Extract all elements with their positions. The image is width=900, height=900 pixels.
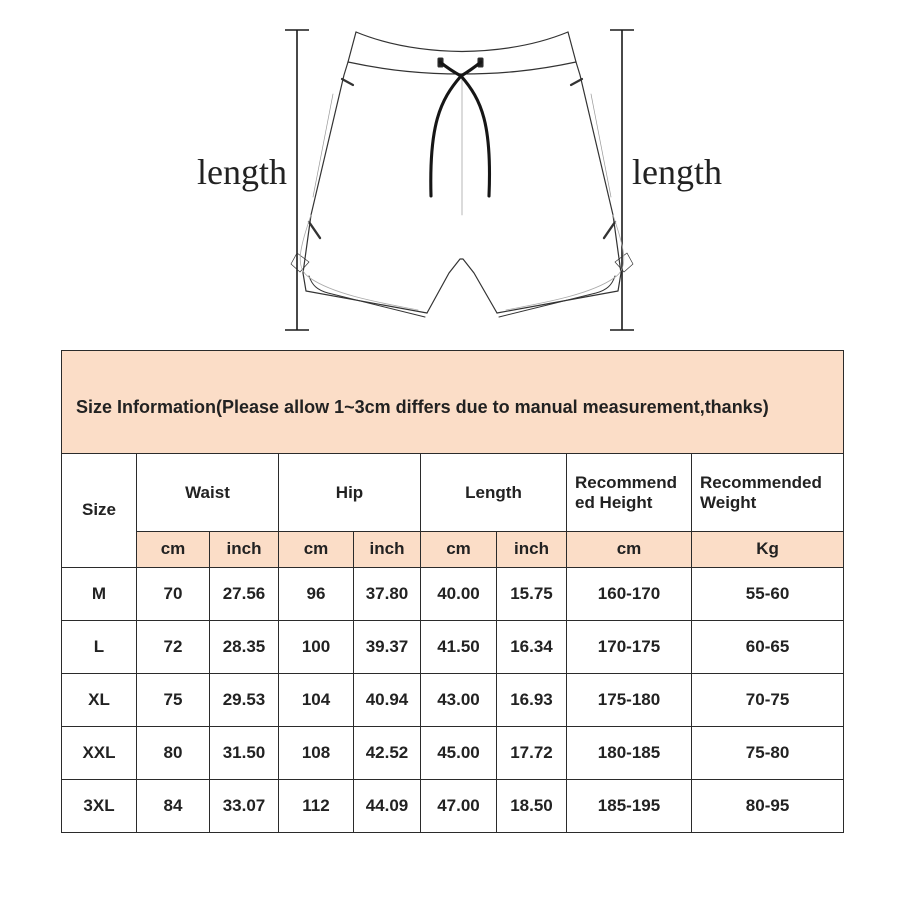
svg-text:length: length (632, 152, 722, 192)
svg-text:length: length (197, 152, 287, 192)
